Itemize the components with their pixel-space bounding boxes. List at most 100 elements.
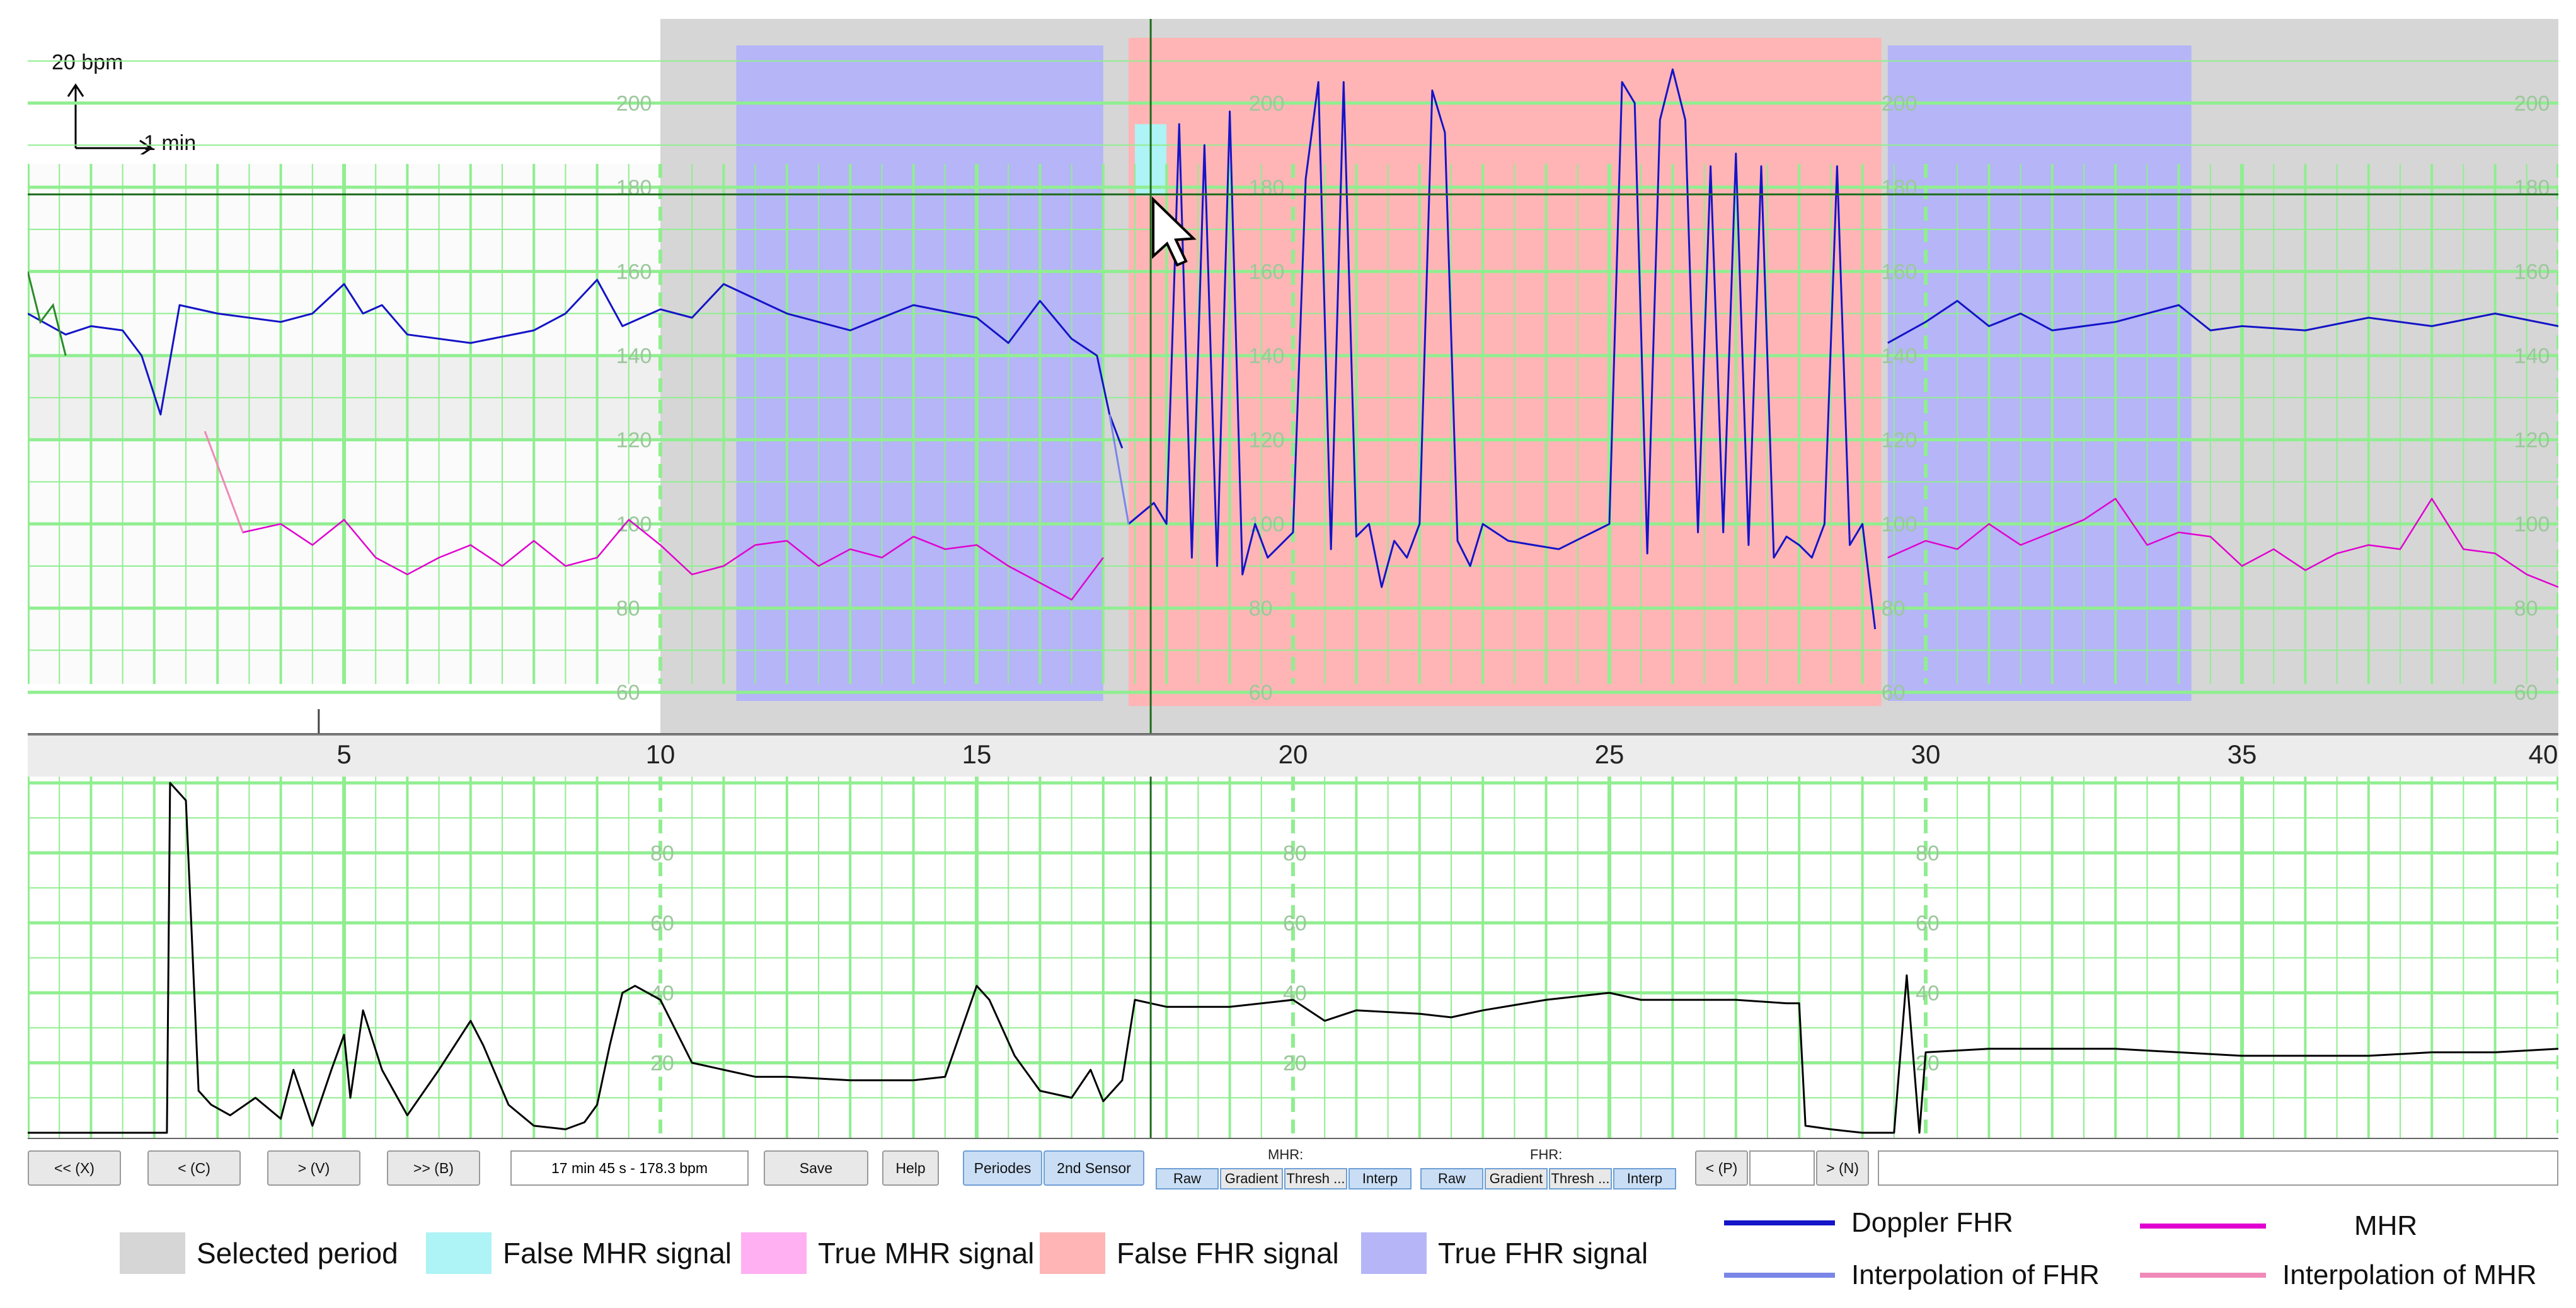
- toolbar: << (X) < (C) > (V) >> (B) 17 min 45 s - …: [28, 1144, 2558, 1195]
- cursor-status-field: 17 min 45 s - 178.3 bpm: [510, 1150, 749, 1186]
- hr-series-false-fhr-mhr-captured-: [1128, 68, 1877, 630]
- hr-series-mhr: [204, 431, 1104, 601]
- legend-doppler-fhr-label: Doppler FHR: [1851, 1207, 2013, 1238]
- prev-period-button[interactable]: < (P): [1695, 1150, 1748, 1186]
- hr-series-doppler-fhr-after-: [1887, 299, 2558, 344]
- hr-ytick-label: 140: [616, 344, 652, 368]
- legend-interp-mhr-label: Interpolation of MHR: [2282, 1259, 2537, 1290]
- hr-ytick-label: 80: [616, 597, 640, 621]
- first-page-button[interactable]: << (X): [28, 1150, 121, 1186]
- next-period-button[interactable]: > (N): [1816, 1150, 1869, 1186]
- hr-ytick-label: 200: [616, 92, 652, 116]
- toco-ytick-label: 60: [650, 912, 674, 935]
- hr-ytick-label: 160: [1882, 260, 1918, 284]
- legend-interp-mhr: Interpolation of MHR: [2140, 1259, 2537, 1291]
- hr-ytick-label: 120: [1249, 429, 1285, 453]
- time-tick-label: 25: [1594, 739, 1624, 769]
- legend-false-mhr-swatch: [426, 1232, 492, 1274]
- mhr-interp-toggle[interactable]: Interp: [1348, 1168, 1412, 1189]
- mhr-interpolation-line: [204, 431, 244, 533]
- legend-interp-fhr: Interpolation of FHR: [1724, 1259, 2100, 1291]
- hr-ytick-label: 120: [616, 429, 652, 453]
- time-tick-label: 5: [336, 739, 352, 769]
- legend-selected-label: Selected period: [197, 1237, 398, 1270]
- legend-true-fhr-swatch: [1361, 1232, 1427, 1274]
- legend-doppler-fhr: Doppler FHR: [1724, 1207, 2013, 1239]
- hr-ytick-label: 140: [1882, 344, 1918, 368]
- help-button[interactable]: Help: [882, 1150, 939, 1186]
- heart-rate-chart[interactable]: 200 180 160 140 120 100 80 60 200 180 160 140 120 100…: [28, 19, 2558, 734]
- legend-interp-fhr-line: [1724, 1273, 1835, 1278]
- second-sensor-toggle[interactable]: 2nd Sensor: [1044, 1150, 1144, 1186]
- periodes-toggle[interactable]: Periodes: [963, 1150, 1042, 1186]
- time-tick-label: 10: [645, 739, 676, 769]
- hr-ytick-label: 180: [1882, 176, 1918, 200]
- hr-ytick-label: 100: [1882, 512, 1918, 536]
- time-tick-label: 35: [2227, 739, 2257, 769]
- hr-ytick-label: 100: [2514, 512, 2550, 536]
- mhr-raw-toggle[interactable]: Raw: [1156, 1168, 1219, 1189]
- scale-arrows-icon: [67, 83, 153, 154]
- fhr-group-label: FHR:: [1530, 1147, 1563, 1162]
- hr-ytick-label: 160: [616, 260, 652, 284]
- toco-ytick-label: 60: [1283, 912, 1307, 935]
- previous-page-button[interactable]: < (C): [147, 1150, 241, 1186]
- legend-interp-fhr-label: Interpolation of FHR: [1851, 1259, 2100, 1290]
- hr-ytick-label: 180: [1249, 176, 1285, 200]
- fhr-raw-toggle[interactable]: Raw: [1420, 1168, 1483, 1189]
- signal-loss-trace: [28, 271, 67, 356]
- legend-false-fhr-swatch: [1040, 1232, 1105, 1274]
- legend-doppler-fhr-line: [1724, 1220, 1835, 1225]
- legend-mhr-line: [2140, 1224, 2266, 1229]
- scale-indicator: 20 bpm 1 min: [44, 44, 208, 170]
- hr-ytick-label: 180: [616, 176, 652, 200]
- fhr-interpolation-line: [1108, 414, 1130, 524]
- time-tick-label: 20: [1278, 739, 1308, 769]
- hr-ytick-label: 80: [1882, 597, 1906, 621]
- hr-ytick-label: 60: [1882, 681, 1906, 705]
- hr-ytick-label: 60: [1249, 681, 1273, 705]
- true-fhr-region-0: [736, 45, 1103, 701]
- hr-ytick-label: 200: [1882, 92, 1918, 116]
- toco-ytick-label: 40: [1916, 981, 1940, 1005]
- legend-true-fhr-label: True FHR signal: [1438, 1237, 1648, 1270]
- fhr-gradient-toggle[interactable]: Gradient: [1485, 1168, 1548, 1189]
- toco-ytick-label: 80: [650, 842, 674, 865]
- last-page-button[interactable]: >> (B): [387, 1150, 480, 1186]
- time-tick-label: 15: [962, 739, 992, 769]
- legend-selected-period: Selected period: [120, 1232, 398, 1274]
- legend-mhr: MHR: [2140, 1210, 2417, 1242]
- fhr-thresh-button[interactable]: Thresh ...: [1549, 1168, 1612, 1189]
- toco-ytick-label: 20: [650, 1051, 674, 1075]
- scale-vertical-label: 20 bpm: [52, 50, 124, 74]
- next-page-button[interactable]: > (V): [267, 1150, 360, 1186]
- time-tick-label: 40: [2528, 739, 2558, 769]
- legend-true-mhr-swatch: [741, 1232, 807, 1274]
- legend-selected-swatch: [120, 1232, 185, 1274]
- message-field: [1878, 1150, 2558, 1186]
- hr-ytick-label: 200: [2514, 92, 2550, 116]
- hr-ytick-label: 60: [616, 681, 640, 705]
- toco-ytick-label: 60: [1916, 912, 1940, 935]
- hr-ytick-label: 120: [2514, 429, 2550, 453]
- legend-true-mhr: True MHR signal: [741, 1232, 1034, 1274]
- fhr-interp-toggle[interactable]: Interp: [1613, 1168, 1676, 1189]
- toco-ytick-label: 80: [1283, 842, 1307, 865]
- time-tick-label: 30: [1911, 739, 1941, 769]
- legend-false-mhr: False MHR signal: [426, 1232, 732, 1274]
- toco-ytick-label: 80: [1916, 842, 1940, 865]
- save-button[interactable]: Save: [764, 1150, 868, 1186]
- hr-series-mhr-after-: [1887, 497, 2558, 588]
- hr-ytick-label: 140: [1249, 344, 1285, 368]
- false-fhr-region-0: [1128, 38, 1882, 706]
- hr-ytick-label: 180: [2514, 176, 2550, 200]
- period-number-input[interactable]: [1749, 1150, 1815, 1186]
- legend-false-fhr-label: False FHR signal: [1117, 1237, 1339, 1270]
- mhr-thresh-button[interactable]: Thresh ...: [1284, 1168, 1347, 1189]
- hr-ytick-label: 80: [1249, 597, 1273, 621]
- mhr-group-label: MHR:: [1268, 1147, 1304, 1162]
- legend-true-fhr: True FHR signal: [1361, 1232, 1648, 1274]
- hr-series-doppler-fhr: [28, 279, 1124, 449]
- mhr-gradient-toggle[interactable]: Gradient: [1220, 1168, 1283, 1189]
